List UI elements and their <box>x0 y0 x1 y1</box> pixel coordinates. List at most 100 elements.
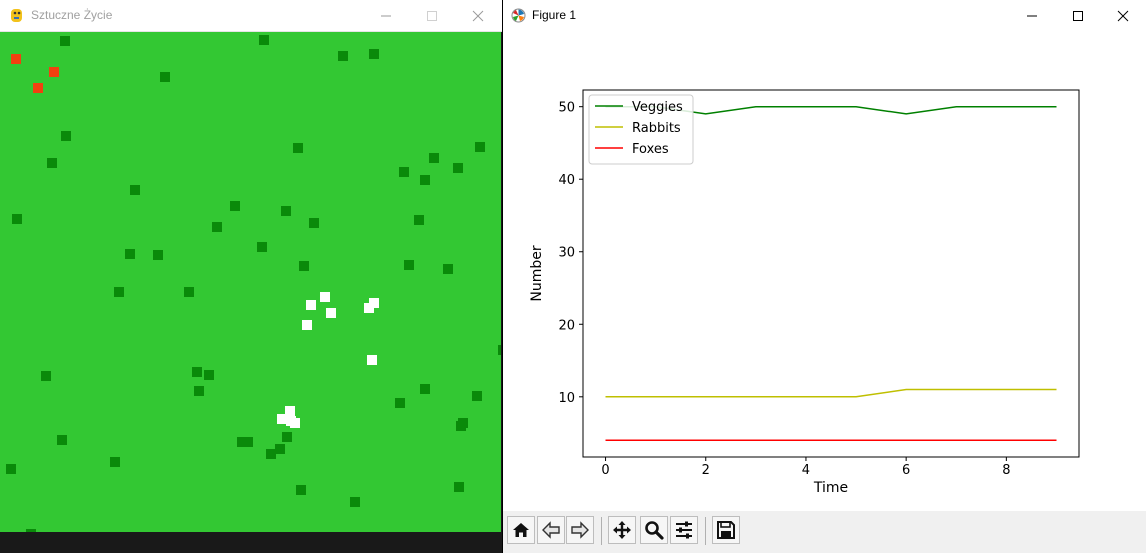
veggie-cell <box>414 215 424 225</box>
veggie-cell <box>57 435 67 445</box>
figure-titlebar[interactable]: Figure 1 <box>503 0 1146 31</box>
rabbit-cell <box>326 308 336 318</box>
veggie-cell <box>184 287 194 297</box>
veggie-cell <box>60 36 70 46</box>
veggie-cell <box>110 457 120 467</box>
x-tick-label: 6 <box>902 463 910 478</box>
sliders-icon <box>676 521 692 539</box>
y-tick-label: 20 <box>558 318 575 333</box>
forward-button[interactable] <box>566 516 594 544</box>
veggie-cell <box>114 287 124 297</box>
veggie-cell <box>369 49 379 59</box>
veggie-cell <box>296 485 306 495</box>
close-button[interactable] <box>455 0 501 31</box>
save-button[interactable] <box>712 516 740 544</box>
toolbar-separator <box>601 517 602 545</box>
close-icon <box>472 10 484 22</box>
window-title: Sztuczne Życie <box>31 8 113 22</box>
veggie-cell <box>443 264 453 274</box>
veggie-cell <box>475 142 485 152</box>
veggie-cell <box>338 51 348 61</box>
veggie-cell <box>153 250 163 260</box>
legend-label-veggies: Veggies <box>632 100 683 115</box>
figure-canvas[interactable]: 0 2 4 6 8 10 20 30 40 50 Time Number Veggies Rabbits F… <box>503 31 1146 511</box>
y-axis-label: Number <box>529 245 545 301</box>
maximize-button[interactable] <box>409 0 455 31</box>
fox-cell <box>11 54 21 64</box>
zoom-button[interactable] <box>640 516 668 544</box>
minimize-icon <box>1027 15 1037 17</box>
veggie-cell <box>6 464 16 474</box>
back-button[interactable] <box>537 516 565 544</box>
pygame-snake-icon <box>9 8 24 23</box>
veggie-cell <box>243 437 253 447</box>
veggie-cell <box>130 185 140 195</box>
veggie-cell <box>237 437 247 447</box>
rabbit-cell <box>277 414 287 424</box>
x-axis-label: Time <box>813 480 848 496</box>
veggie-cell <box>498 345 501 355</box>
veggie-cell <box>194 386 204 396</box>
veggie-cell <box>453 163 463 173</box>
veggie-cell <box>429 153 439 163</box>
veggie-cell <box>125 249 135 259</box>
home-button[interactable] <box>507 516 535 544</box>
veggie-cell <box>404 260 414 270</box>
rabbit-cell <box>367 355 377 365</box>
veggie-cell <box>12 214 22 224</box>
simulation-canvas[interactable] <box>0 32 501 532</box>
rabbit-cell <box>369 298 379 308</box>
maximize-icon <box>1073 11 1083 21</box>
close-button[interactable] <box>1100 0 1146 31</box>
veggie-cell <box>266 449 276 459</box>
x-tick-label: 8 <box>1002 463 1010 478</box>
rabbit-cell <box>286 416 296 426</box>
veggie-cell <box>275 444 285 454</box>
fox-cell <box>49 67 59 77</box>
minimize-button[interactable] <box>363 0 409 31</box>
figure-window: Figure 1 0 2 4 6 8 10 20 30 40 50 Time Number Veggie… <box>503 0 1146 553</box>
navigation-toolbar <box>503 511 1146 553</box>
save-icon <box>717 521 735 539</box>
veggie-cell <box>230 201 240 211</box>
veggie-cell <box>26 529 36 532</box>
y-tick-label: 50 <box>558 101 575 116</box>
fox-cell <box>33 83 43 93</box>
simulation-titlebar[interactable]: Sztuczne Życie <box>0 0 502 32</box>
window-title: Figure 1 <box>532 8 577 22</box>
y-tick-label: 40 <box>558 173 575 188</box>
veggie-cell <box>293 143 303 153</box>
minimize-button[interactable] <box>1009 0 1055 31</box>
maximize-button[interactable] <box>1055 0 1101 31</box>
veggie-cell <box>160 72 170 82</box>
pan-button[interactable] <box>608 516 636 544</box>
legend-label-rabbits: Rabbits <box>632 121 681 136</box>
legend-label-foxes: Foxes <box>632 142 669 157</box>
home-icon <box>513 523 529 537</box>
subplots-button[interactable] <box>670 516 698 544</box>
rabbit-cell <box>306 300 316 310</box>
veggie-cell <box>259 35 269 45</box>
veggie-cell <box>204 370 214 380</box>
veggie-cell <box>399 167 409 177</box>
series-line-rabbits <box>605 388 1057 398</box>
veggie-cell <box>454 482 464 492</box>
y-tick-label: 10 <box>558 391 575 406</box>
x-tick-label: 2 <box>702 463 710 478</box>
veggie-cell <box>61 131 71 141</box>
background-window-edge <box>1136 31 1146 511</box>
rabbit-cell <box>320 292 330 302</box>
rabbit-cell <box>285 406 295 416</box>
veggie-cell <box>420 175 430 185</box>
simulation-window: Sztuczne Życie <box>0 0 502 553</box>
toolbar-separator <box>705 517 706 545</box>
veggie-cell <box>282 432 292 442</box>
close-icon <box>1117 10 1129 22</box>
x-tick-label: 4 <box>802 463 810 478</box>
matplotlib-icon <box>511 8 526 23</box>
veggie-cell <box>395 398 405 408</box>
rabbit-cell <box>364 303 374 313</box>
veggie-cell <box>299 261 309 271</box>
veggie-cell <box>472 391 482 401</box>
veggie-cell <box>47 158 57 168</box>
